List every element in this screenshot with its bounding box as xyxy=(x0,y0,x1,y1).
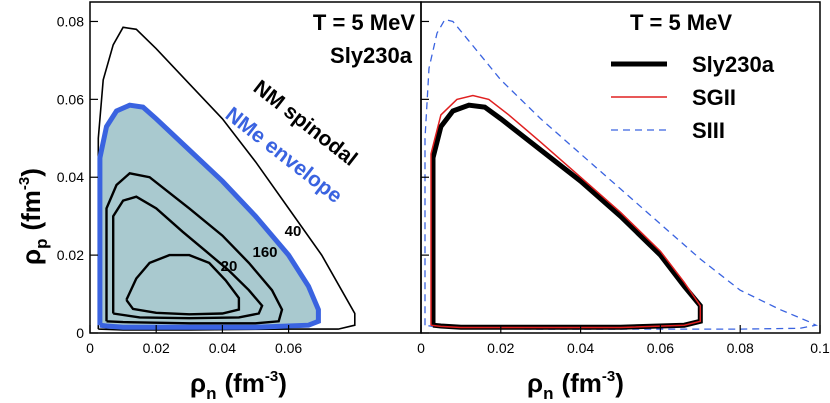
contour-label-20: 20 xyxy=(221,258,238,275)
left-title-model: Sly230a xyxy=(330,43,413,68)
right-panel: 0 0.02 0.04 0.06 0.08 0.1 T = 5 MeV Sly230a S… xyxy=(417,1,830,403)
contour-160-curve xyxy=(111,195,264,320)
legend-label-sgii: SGII xyxy=(692,85,736,110)
right-plot-frame xyxy=(420,1,821,334)
nme-envelope-curve xyxy=(97,102,321,330)
nme-envelope-fill xyxy=(99,105,319,328)
contour-label-160: 160 xyxy=(252,244,277,261)
right-x-tick-label: 0.02 xyxy=(487,340,514,356)
legend-label-sly230a: Sly230a xyxy=(692,52,775,77)
y-axis-label-close: ) xyxy=(16,168,46,177)
right-x-tick-label: 0.1 xyxy=(810,340,830,356)
contour-20-curve xyxy=(125,253,241,316)
nm-spinodal-curve xyxy=(97,26,356,331)
right-x-axis-label-unit: (fm xyxy=(561,368,601,398)
siii-curve xyxy=(424,18,819,330)
y-tick-label: 0.02 xyxy=(57,247,84,263)
sly230a-curve xyxy=(430,102,703,330)
left-title-temperature: T = 5 MeV xyxy=(313,10,415,35)
contour-label-40: 40 xyxy=(285,223,302,240)
right-x-axis-label-close: ) xyxy=(615,368,624,398)
legend: Sly230a SGII SIII xyxy=(611,52,775,143)
y-tick-label: 0.08 xyxy=(57,13,84,29)
y-axis-label-subscript: p xyxy=(32,239,51,249)
left-x-tick-label: 0 xyxy=(86,340,94,356)
contour-40-curve xyxy=(105,172,284,325)
left-x-tick-label: 0.04 xyxy=(209,340,236,356)
right-x-tick-label: 0.08 xyxy=(727,340,754,356)
right-axis-ticks: 0 0.02 0.04 0.06 0.08 0.1 xyxy=(417,20,830,356)
left-x-tick-label: 0.06 xyxy=(275,340,302,356)
y-tick-label: 0.06 xyxy=(57,91,84,107)
left-x-tick-label: 0.02 xyxy=(143,340,170,356)
left-axis-ticks: 0 0.02 0.04 0.06 0 0.02 0.04 0.06 0.08 xyxy=(57,13,303,356)
left-x-axis-label-base: ρ xyxy=(190,368,206,398)
y-tick-label: 0 xyxy=(76,325,84,341)
sgii-curve xyxy=(430,94,702,329)
left-x-axis-label-exponent: -3 xyxy=(265,368,278,385)
y-axis-label-exponent: -3 xyxy=(16,177,33,190)
y-axis-label-base: ρ xyxy=(16,249,46,265)
left-x-axis-label: ρn (fm-3) xyxy=(190,368,287,403)
y-axis-label: ρp (fm-3) xyxy=(16,168,51,265)
right-x-axis-label-exponent: -3 xyxy=(602,368,615,385)
right-title-temperature: T = 5 MeV xyxy=(630,10,732,35)
legend-label-siii: SIII xyxy=(692,118,725,143)
right-x-tick-label: 0.06 xyxy=(647,340,674,356)
right-x-tick-label: 0.04 xyxy=(567,340,594,356)
y-axis-label-unit: (fm xyxy=(16,190,46,230)
left-panel: 0 0.02 0.04 0.06 0 0.02 0.04 0.06 0.08 T = 5 MeV… xyxy=(16,1,422,403)
right-x-axis-label: ρn (fm-3) xyxy=(527,368,624,403)
left-x-axis-label-close: ) xyxy=(278,368,287,398)
y-tick-label: 0.04 xyxy=(57,169,84,185)
right-x-tick-label: 0 xyxy=(417,340,425,356)
left-x-axis-label-unit: (fm xyxy=(224,368,264,398)
left-x-axis-label-subscript: n xyxy=(206,384,216,403)
right-x-axis-label-base: ρ xyxy=(527,368,543,398)
right-x-axis-label-subscript: n xyxy=(543,384,553,403)
